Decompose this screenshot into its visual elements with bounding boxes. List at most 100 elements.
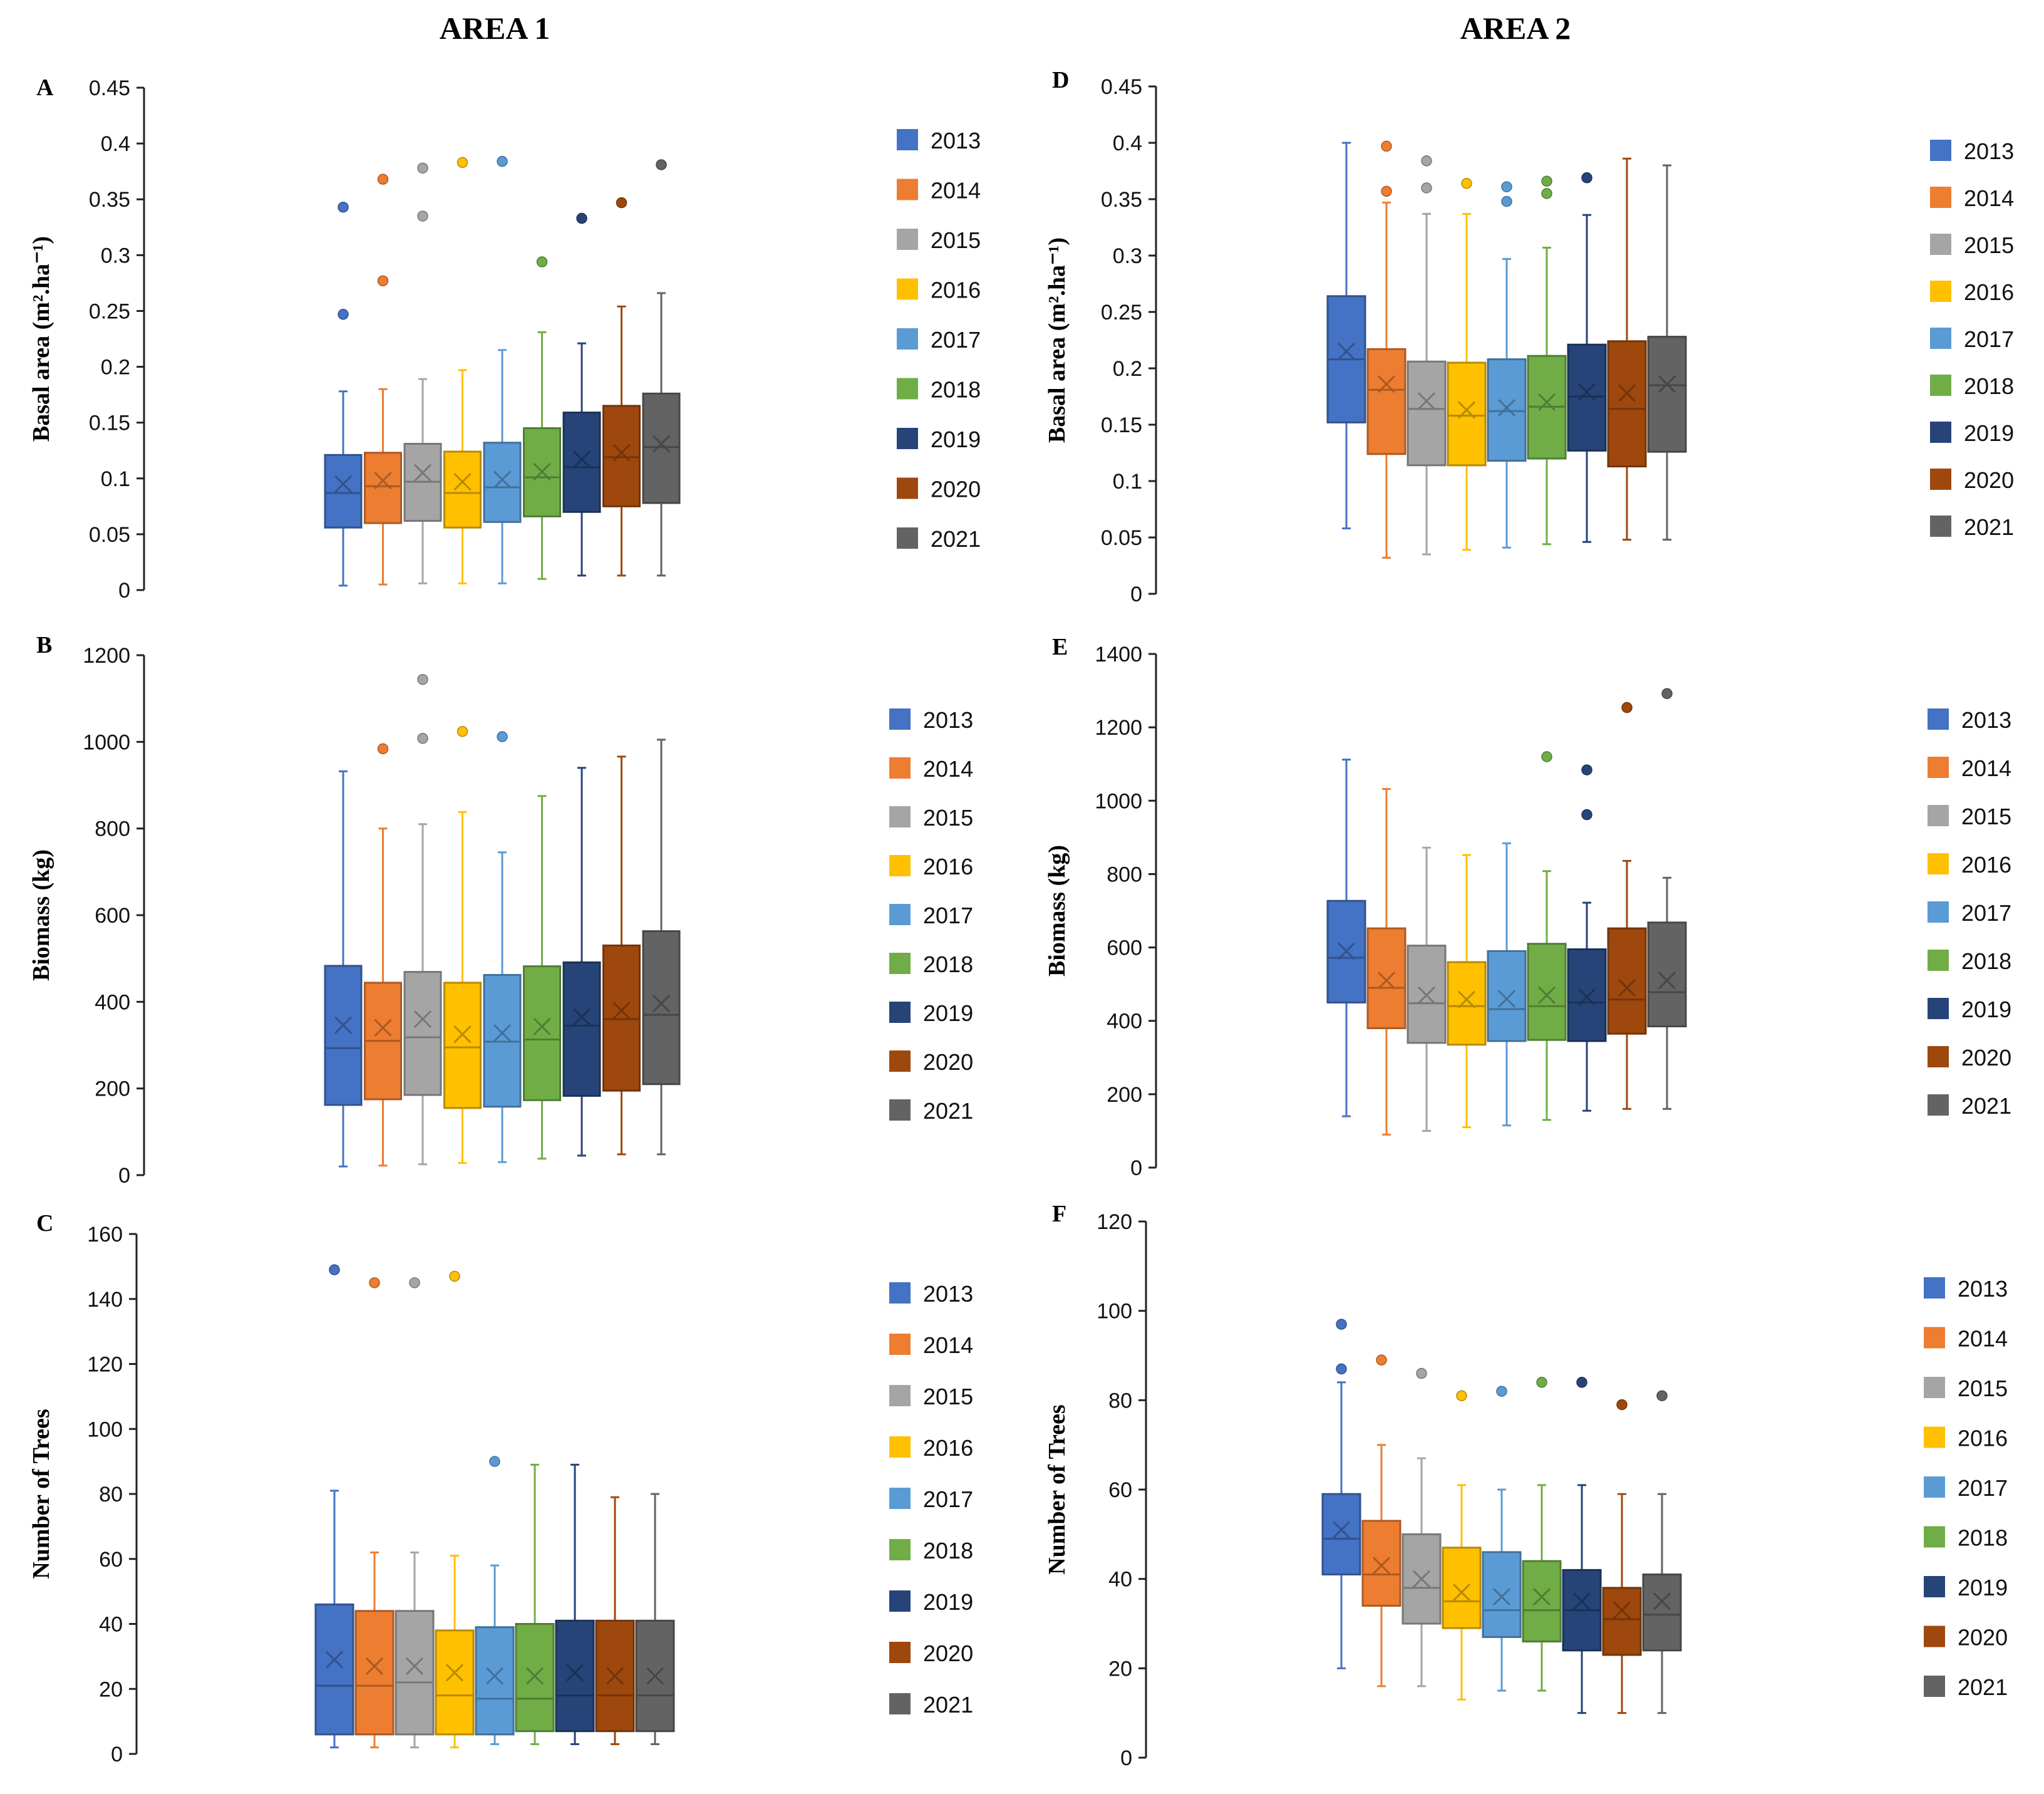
y-tick-label: 160 — [87, 1223, 123, 1247]
mean-marker — [413, 1010, 432, 1029]
box-iqr — [1522, 1560, 1562, 1643]
box-2014 — [1366, 140, 1407, 559]
outlier-point — [1336, 1319, 1347, 1330]
legend-swatch-2015 — [1930, 234, 1951, 255]
legend-label-2021: 2021 — [1961, 1093, 2011, 1119]
mean-marker — [1658, 375, 1676, 393]
outlier-point — [1421, 155, 1432, 167]
y-tick-label: 0.4 — [1113, 132, 1142, 155]
box-2015 — [1401, 1367, 1442, 1688]
legend-label-2019: 2019 — [931, 427, 981, 452]
legend-label-2020: 2020 — [1961, 1045, 2011, 1071]
legend-label-2013: 2013 — [1964, 138, 2014, 164]
legend-swatch-2021 — [1928, 1094, 1949, 1116]
outlier-point — [1496, 1386, 1507, 1397]
legend-swatch-2017 — [889, 1488, 911, 1509]
panel-e: E Biomass (kg) 0 200 400 600 800 1000 1200 1400 20… — [1044, 634, 2011, 1180]
y-axis-label: Biomass (kg) — [1044, 845, 1070, 977]
y-tick-label: 80 — [1108, 1389, 1132, 1413]
y-tick-label: 0.15 — [1101, 413, 1142, 437]
mean-marker — [334, 1016, 353, 1034]
legend: 2013 2014 2015 2016 2017 2018 2019 2020 2021 — [897, 128, 981, 552]
y-tick-label: 0.25 — [89, 299, 130, 323]
y-tick-label: 60 — [99, 1548, 123, 1572]
box-2018 — [515, 1463, 555, 1745]
box-iqr — [435, 1629, 475, 1736]
box-iqr — [602, 944, 641, 1092]
legend-swatch-2013 — [889, 708, 911, 730]
legend-swatch-2020 — [889, 1050, 911, 1072]
outlier-point — [1656, 1390, 1668, 1401]
y-tick-label: 120 — [1097, 1210, 1132, 1234]
box-2019 — [555, 1463, 595, 1745]
legend-label-2015: 2015 — [931, 227, 981, 253]
mean-marker — [525, 1667, 544, 1685]
legend-label-2021: 2021 — [1958, 1674, 2008, 1700]
outlier-point — [377, 743, 389, 755]
box-2015 — [403, 673, 442, 1166]
box-2014 — [1361, 1354, 1401, 1688]
box-iqr — [364, 452, 402, 524]
outlier-point — [1576, 1377, 1587, 1388]
panel-letter: C — [36, 1210, 53, 1237]
legend-label-2014: 2014 — [1958, 1326, 2008, 1352]
outlier-point — [377, 174, 389, 185]
legend-swatch-2014 — [1928, 757, 1949, 778]
legend-label-2018: 2018 — [1961, 948, 2011, 974]
legend-label-2021: 2021 — [923, 1098, 973, 1124]
panel-letter: D — [1052, 67, 1069, 93]
outlier-point — [417, 210, 428, 222]
y-tick-label: 40 — [99, 1613, 123, 1637]
y-tick-label: 0 — [1130, 583, 1142, 606]
box-2020 — [595, 1496, 635, 1745]
outlier-point — [576, 212, 587, 224]
legend-label-2015: 2015 — [1964, 232, 2014, 258]
y-tick-label: 140 — [87, 1288, 123, 1312]
y-tick-label: 80 — [99, 1483, 123, 1506]
mean-marker — [334, 475, 353, 493]
legend-label-2017: 2017 — [1961, 900, 2011, 926]
box-2018 — [523, 795, 561, 1160]
box-2013 — [1326, 142, 1366, 530]
box-2017 — [1482, 1386, 1522, 1692]
outlier-point — [1336, 1363, 1347, 1375]
mean-marker — [374, 1019, 392, 1037]
legend-label-2020: 2020 — [1958, 1625, 2008, 1651]
mean-marker — [1653, 1592, 1671, 1610]
legend-swatch-2016 — [889, 855, 911, 876]
y-tick-label: 0.4 — [101, 132, 130, 156]
box-iqr — [642, 930, 681, 1086]
legend-label-2017: 2017 — [1958, 1475, 2008, 1501]
y-tick-label: 1400 — [1095, 643, 1142, 666]
box-iqr — [1447, 961, 1487, 1046]
box-iqr — [443, 450, 482, 529]
legend-label-2017: 2017 — [923, 1486, 973, 1512]
box-2019 — [1567, 764, 1607, 1112]
box-2020 — [602, 197, 641, 577]
y-tick-label: 0.45 — [89, 76, 130, 100]
legend-label-2013: 2013 — [1958, 1276, 2008, 1302]
legend-swatch-2016 — [1928, 853, 1949, 874]
outlier-point — [1381, 140, 1392, 152]
box-iqr — [1527, 943, 1567, 1041]
legend-swatch-2014 — [1924, 1327, 1945, 1349]
legend-swatch-2021 — [889, 1099, 911, 1121]
y-axis-label: Number of Trees — [28, 1409, 54, 1579]
outlier-point — [1541, 175, 1552, 187]
legend-label-2018: 2018 — [923, 1538, 973, 1563]
mean-marker — [1492, 1588, 1511, 1606]
legend-label-2019: 2019 — [1964, 420, 2014, 446]
legend-label-2016: 2016 — [1964, 279, 2014, 305]
mean-marker — [1337, 342, 1356, 361]
outlier-point — [409, 1277, 420, 1288]
box-iqr — [1442, 1547, 1482, 1629]
mean-marker — [453, 473, 472, 491]
legend: 2013 2014 2015 2016 2017 2018 2019 2020 2021 — [1924, 1276, 2008, 1700]
box-iqr — [1366, 348, 1407, 455]
legend-swatch-2016 — [1924, 1426, 1945, 1448]
legend: 2013 2014 2015 2016 2017 2018 2019 2020 2021 — [889, 1281, 973, 1718]
mean-marker — [572, 450, 591, 469]
y-tick-label: 1200 — [1095, 716, 1142, 740]
box-iqr — [562, 961, 601, 1097]
y-tick-label: 100 — [1097, 1300, 1132, 1324]
